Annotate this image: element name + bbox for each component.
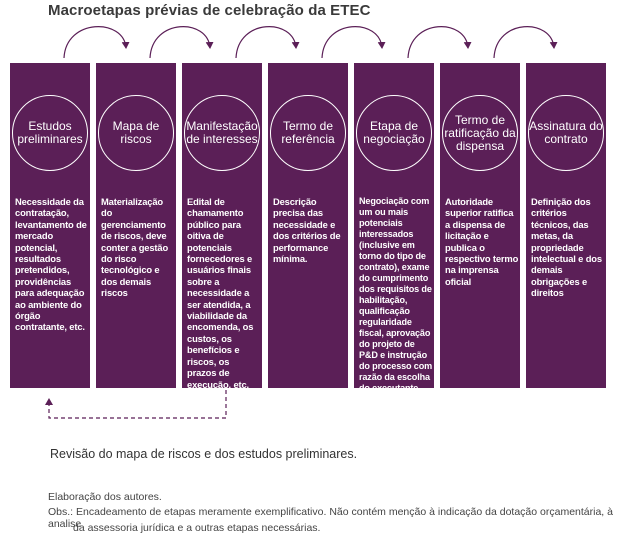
flow-arrow-6 — [493, 26, 558, 59]
step-description: Definição dos critérios técnicos, das me… — [531, 196, 602, 299]
observation-note-continued: da assessoria jurídica e a outras etapas… — [73, 522, 321, 534]
step-circle — [184, 95, 260, 171]
observation-note: Obs.: Encadeamento de etapas meramente e… — [48, 506, 613, 530]
source-note: Elaboração dos autores. — [48, 491, 162, 503]
step-circle — [12, 95, 88, 171]
step-description: Necessidade da contratação, levantamento… — [15, 196, 87, 333]
step-heading: Etapa de negociação — [363, 119, 425, 146]
feedback-arrow — [45, 390, 227, 419]
step-heading: Termo de referência — [281, 119, 335, 146]
step-description: Descrição precisa das necessidade e dos … — [273, 196, 341, 265]
diagram-title: Macroetapas prévias de celebração da ETE… — [48, 2, 371, 19]
step-circle — [528, 95, 604, 171]
step-heading: Estudos preliminares — [17, 119, 83, 146]
step-etapa-de-negociacao: Etapa de negociação Negociação com um ou… — [354, 63, 434, 393]
step-description: Edital de chamamento público para oitiva… — [187, 196, 254, 390]
step-circle — [442, 95, 518, 171]
step-estudos-preliminares: Estudos preliminares Necessidade da cont… — [10, 63, 90, 388]
feedback-label: Revisão do mapa de riscos e dos estudos … — [50, 447, 358, 461]
step-description: Autoridade superior ratifica a dispensa … — [445, 196, 519, 287]
flow-arrow-2 — [149, 26, 214, 59]
step-manifestacao-de-interesses: Manifestação de interesses Edital de cha… — [182, 63, 262, 390]
step-description: Materialização do gerenciamento de risco… — [101, 196, 169, 299]
flow-arrow-1 — [63, 26, 130, 59]
step-heading: Manifestação de interesses — [186, 119, 258, 146]
step-circle — [356, 95, 432, 171]
step-description: Negociação com um ou mais potenciais int… — [359, 196, 433, 393]
step-heading: Mapa de riscos — [112, 119, 160, 146]
step-termo-de-referencia: Termo de referência Descrição precisa da… — [268, 63, 348, 388]
flow-arrow-4 — [321, 26, 386, 59]
step-assinatura-do-contrato: Assinatura do contrato Definição dos cri… — [526, 63, 606, 388]
step-termo-de-ratificacao: Termo de ratificação da dispensa Autorid… — [440, 63, 520, 388]
flow-arrow-5 — [407, 26, 472, 59]
step-circle — [98, 95, 174, 171]
step-heading: Assinatura do contrato — [529, 119, 603, 146]
step-circle — [270, 95, 346, 171]
flow-arrow-3 — [235, 26, 300, 59]
step-heading: Termo de ratificação da dispensa — [444, 112, 516, 153]
step-mapa-de-riscos: Mapa de riscos Materialização do gerenci… — [96, 63, 176, 388]
